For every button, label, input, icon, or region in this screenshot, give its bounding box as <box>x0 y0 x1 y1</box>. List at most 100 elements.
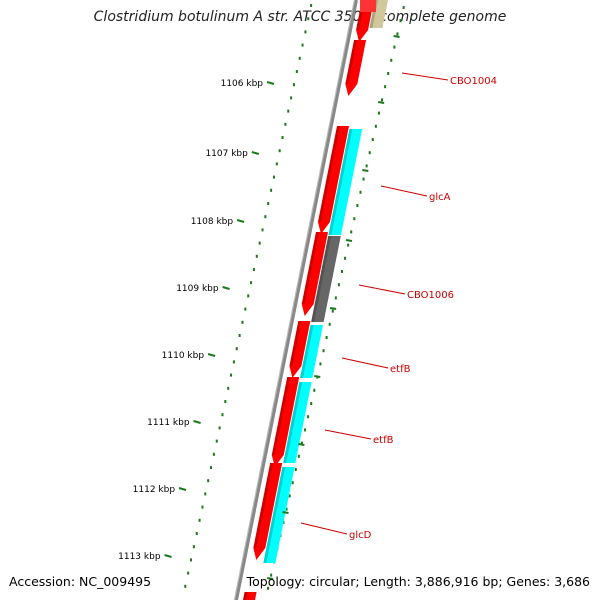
minor-tick-outer-37 <box>204 492 207 496</box>
gene-leader-5 <box>300 522 348 535</box>
forward-cds-3-shade <box>301 232 319 304</box>
inner-major-tick-0 <box>393 35 400 38</box>
genome-summary-text: Topology: circular; Length: 3,886,916 bp… <box>246 574 590 589</box>
minor-tick-outer-12 <box>275 162 278 166</box>
minor-tick-inner-37 <box>288 494 291 498</box>
minor-tick-inner-7 <box>381 98 384 102</box>
reverse-cds-0 <box>328 129 363 235</box>
minor-tick-outer-38 <box>201 505 204 509</box>
minor-tick-outer-32 <box>218 426 221 430</box>
minor-tick-outer-34 <box>212 452 215 456</box>
minor-tick-inner-13 <box>362 177 365 181</box>
inner-major-tick-3 <box>345 239 353 242</box>
minor-tick-outer-18 <box>258 241 261 245</box>
minor-tick-outer-13 <box>272 175 275 179</box>
major-tick-0 <box>266 81 275 85</box>
tick-label-2: 1108 kbp <box>191 217 234 227</box>
minor-tick-inner-31 <box>307 415 310 419</box>
forward-cds-7 <box>243 592 257 600</box>
minor-tick-outer-4 <box>298 56 301 60</box>
minor-tick-inner-15 <box>356 204 359 207</box>
minor-tick-inner-6 <box>384 85 387 89</box>
reverse-cds-1-shade <box>300 325 314 378</box>
major-tick-5 <box>193 420 201 424</box>
gene-leader-2 <box>358 284 406 295</box>
minor-tick-inner-18 <box>347 243 350 247</box>
minor-tick-inner-3 <box>393 45 396 49</box>
forward-cds-4 <box>289 321 311 378</box>
minor-tick-outer-39 <box>198 518 201 522</box>
minor-tick-outer-35 <box>210 466 213 469</box>
forward-cds-6 <box>253 463 283 560</box>
minor-tick-outer-1 <box>307 17 310 21</box>
tick-label-1: 1107 kbp <box>205 149 248 159</box>
minor-tick-inner-27 <box>319 362 322 366</box>
minor-tick-outer-3 <box>301 43 304 47</box>
minor-tick-outer-29 <box>227 386 230 390</box>
minor-tick-outer-33 <box>215 439 218 443</box>
minor-tick-outer-30 <box>224 400 227 403</box>
minor-tick-inner-8 <box>377 111 380 115</box>
minor-tick-outer-25 <box>238 334 241 337</box>
inner-major-tick-1 <box>378 101 385 104</box>
minor-tick-outer-5 <box>295 70 298 73</box>
gene-label-2: CBO1006 <box>407 290 454 301</box>
other-cds-0 <box>311 236 341 322</box>
minor-tick-outer-17 <box>261 228 264 232</box>
minor-tick-inner-12 <box>365 164 368 168</box>
reverse-cds-3-shade <box>263 467 286 563</box>
minor-tick-outer-42 <box>190 558 193 562</box>
forward-cds-1 <box>345 40 367 96</box>
minor-tick-outer-19 <box>255 254 258 258</box>
minor-tick-inner-4 <box>390 58 393 62</box>
minor-tick-inner-20 <box>341 270 343 273</box>
inner-major-tick-8 <box>266 577 274 580</box>
minor-tick-inner-11 <box>368 151 371 155</box>
minor-tick-outer-9 <box>284 122 287 126</box>
minor-tick-inner-30 <box>310 402 313 405</box>
reverse-cds-3 <box>263 467 295 563</box>
inner-major-tick-5 <box>314 375 321 378</box>
minor-tick-inner-25 <box>325 336 328 339</box>
minor-tick-inner-36 <box>291 481 294 485</box>
gene-label-5: glcD <box>349 530 372 541</box>
forward-cds-2 <box>317 126 350 234</box>
minor-tick-outer-15 <box>267 202 270 205</box>
inner-major-tick-6 <box>298 443 305 446</box>
minor-tick-inner-44 <box>267 586 270 590</box>
forward-cds-6-shade <box>253 463 274 548</box>
minor-tick-outer-26 <box>235 347 238 351</box>
minor-tick-outer-40 <box>195 532 198 535</box>
forward-cds-1-shade <box>345 40 358 84</box>
minor-tick-inner-23 <box>331 309 334 313</box>
minor-tick-inner-1 <box>399 19 402 23</box>
top-marker <box>360 0 376 12</box>
minor-tick-outer-14 <box>270 188 273 192</box>
minor-tick-outer-8 <box>287 109 290 113</box>
minor-tick-outer-27 <box>232 360 235 364</box>
forward-cds-5 <box>271 377 300 467</box>
major-tick-2 <box>236 219 245 223</box>
tick-label-3: 1109 kbp <box>176 284 219 294</box>
backbone-line <box>234 0 358 600</box>
minor-tick-inner-0 <box>402 6 405 9</box>
inner-major-tick-2 <box>362 169 369 172</box>
tick-label-6: 1112 kbp <box>133 485 176 495</box>
minor-tick-outer-43 <box>187 571 190 575</box>
gene-label-4: etfB <box>373 435 394 446</box>
reverse-cds-0-shade <box>328 129 353 235</box>
minor-tick-inner-14 <box>359 190 362 194</box>
minor-tick-inner-16 <box>353 217 356 221</box>
map-title: Clostridium botulinum A str. ATCC 3502, … <box>93 9 507 25</box>
major-tick-1 <box>251 151 260 155</box>
minor-tick-outer-0 <box>310 4 313 7</box>
minor-tick-outer-22 <box>247 294 250 298</box>
minor-tick-inner-5 <box>387 72 390 75</box>
tick-label-7: 1113 kbp <box>118 552 161 562</box>
minor-tick-outer-41 <box>192 545 195 549</box>
minor-tick-outer-20 <box>252 268 255 271</box>
minor-tick-outer-24 <box>241 320 244 324</box>
minor-tick-inner-26 <box>322 349 325 353</box>
